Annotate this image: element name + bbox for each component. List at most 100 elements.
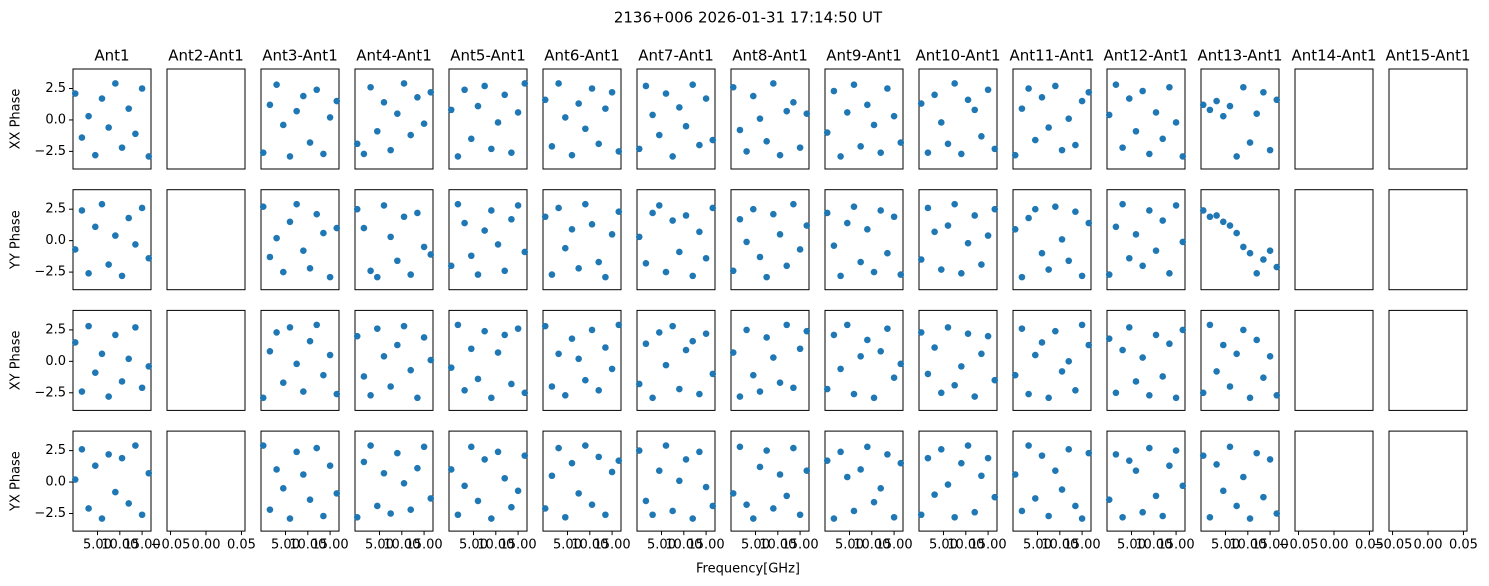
x-tick-label: 5.00 bbox=[459, 538, 488, 553]
point bbox=[763, 334, 770, 341]
point bbox=[642, 497, 650, 505]
point bbox=[850, 507, 858, 515]
point bbox=[837, 153, 844, 160]
point bbox=[561, 513, 569, 521]
point bbox=[293, 200, 300, 208]
point bbox=[333, 390, 341, 398]
axes-frame bbox=[1012, 430, 1092, 532]
point bbox=[682, 456, 690, 463]
point bbox=[857, 258, 864, 266]
point bbox=[837, 448, 844, 456]
point bbox=[864, 336, 871, 344]
point bbox=[702, 95, 710, 102]
axes-title: Ant5-Ant1 bbox=[450, 47, 525, 65]
point bbox=[870, 498, 878, 506]
point bbox=[924, 149, 932, 156]
point bbox=[1226, 443, 1234, 451]
point bbox=[514, 325, 522, 332]
point bbox=[1119, 513, 1126, 521]
point bbox=[951, 381, 958, 389]
point bbox=[125, 355, 133, 363]
axes-frame bbox=[918, 189, 998, 291]
point bbox=[353, 513, 361, 521]
point bbox=[279, 379, 287, 387]
point bbox=[1045, 266, 1052, 273]
point bbox=[1031, 205, 1039, 213]
point bbox=[608, 88, 616, 96]
point bbox=[461, 482, 468, 490]
point bbox=[1105, 496, 1113, 503]
point bbox=[266, 253, 274, 261]
point bbox=[877, 485, 885, 492]
point bbox=[98, 515, 106, 522]
point bbox=[1085, 219, 1093, 227]
point bbox=[642, 82, 650, 90]
point bbox=[864, 226, 871, 233]
point bbox=[1078, 321, 1086, 329]
point bbox=[414, 94, 421, 101]
axes-frame bbox=[824, 309, 904, 411]
y-tick-label: −2.5 bbox=[34, 506, 66, 521]
point bbox=[1052, 82, 1059, 90]
point bbox=[951, 513, 958, 521]
axes-title: Ant11-Ant1 bbox=[1009, 47, 1094, 65]
x-tick-label: 15.00 bbox=[593, 538, 630, 553]
x-tick-label: 15.00 bbox=[499, 538, 536, 553]
point bbox=[145, 363, 153, 370]
point bbox=[736, 215, 744, 223]
axes-frame bbox=[1294, 309, 1374, 411]
axes-frame bbox=[1106, 430, 1186, 532]
x-tick-label: 0.00 bbox=[192, 538, 221, 553]
point bbox=[1045, 512, 1052, 520]
point bbox=[1065, 257, 1073, 265]
point bbox=[1199, 389, 1207, 397]
point bbox=[931, 491, 938, 498]
point bbox=[897, 139, 905, 146]
axes-frame bbox=[166, 430, 246, 532]
point bbox=[1260, 88, 1267, 96]
point bbox=[749, 92, 757, 100]
point bbox=[85, 322, 92, 330]
point bbox=[286, 218, 294, 226]
axes-frame bbox=[730, 189, 810, 291]
point bbox=[112, 488, 119, 496]
point bbox=[259, 442, 267, 449]
point bbox=[300, 92, 307, 100]
point bbox=[1038, 452, 1046, 459]
point bbox=[555, 80, 562, 87]
point bbox=[655, 131, 663, 139]
point bbox=[890, 112, 898, 120]
point bbox=[1018, 325, 1026, 332]
point bbox=[118, 378, 126, 385]
point bbox=[1132, 127, 1140, 135]
axes-frame bbox=[636, 309, 716, 411]
point bbox=[890, 374, 898, 381]
point bbox=[400, 213, 408, 221]
point bbox=[830, 515, 838, 522]
point bbox=[568, 335, 576, 343]
point bbox=[1246, 139, 1254, 146]
point bbox=[803, 467, 811, 475]
point bbox=[837, 272, 844, 280]
point bbox=[1146, 207, 1153, 214]
point bbox=[474, 102, 482, 110]
point bbox=[830, 331, 838, 339]
point bbox=[1025, 390, 1032, 398]
point bbox=[132, 130, 139, 138]
point bbox=[1159, 135, 1167, 143]
point bbox=[763, 447, 770, 454]
point bbox=[770, 210, 777, 218]
axes-frame bbox=[918, 309, 998, 411]
point bbox=[98, 350, 106, 358]
point bbox=[615, 148, 623, 155]
point bbox=[1152, 109, 1160, 116]
point bbox=[736, 393, 744, 400]
axes-title: Ant13-Ant1 bbox=[1197, 47, 1282, 65]
point bbox=[125, 214, 133, 222]
point bbox=[602, 273, 609, 281]
point bbox=[447, 262, 455, 270]
point bbox=[763, 273, 770, 281]
point bbox=[884, 85, 891, 92]
point bbox=[333, 97, 341, 105]
